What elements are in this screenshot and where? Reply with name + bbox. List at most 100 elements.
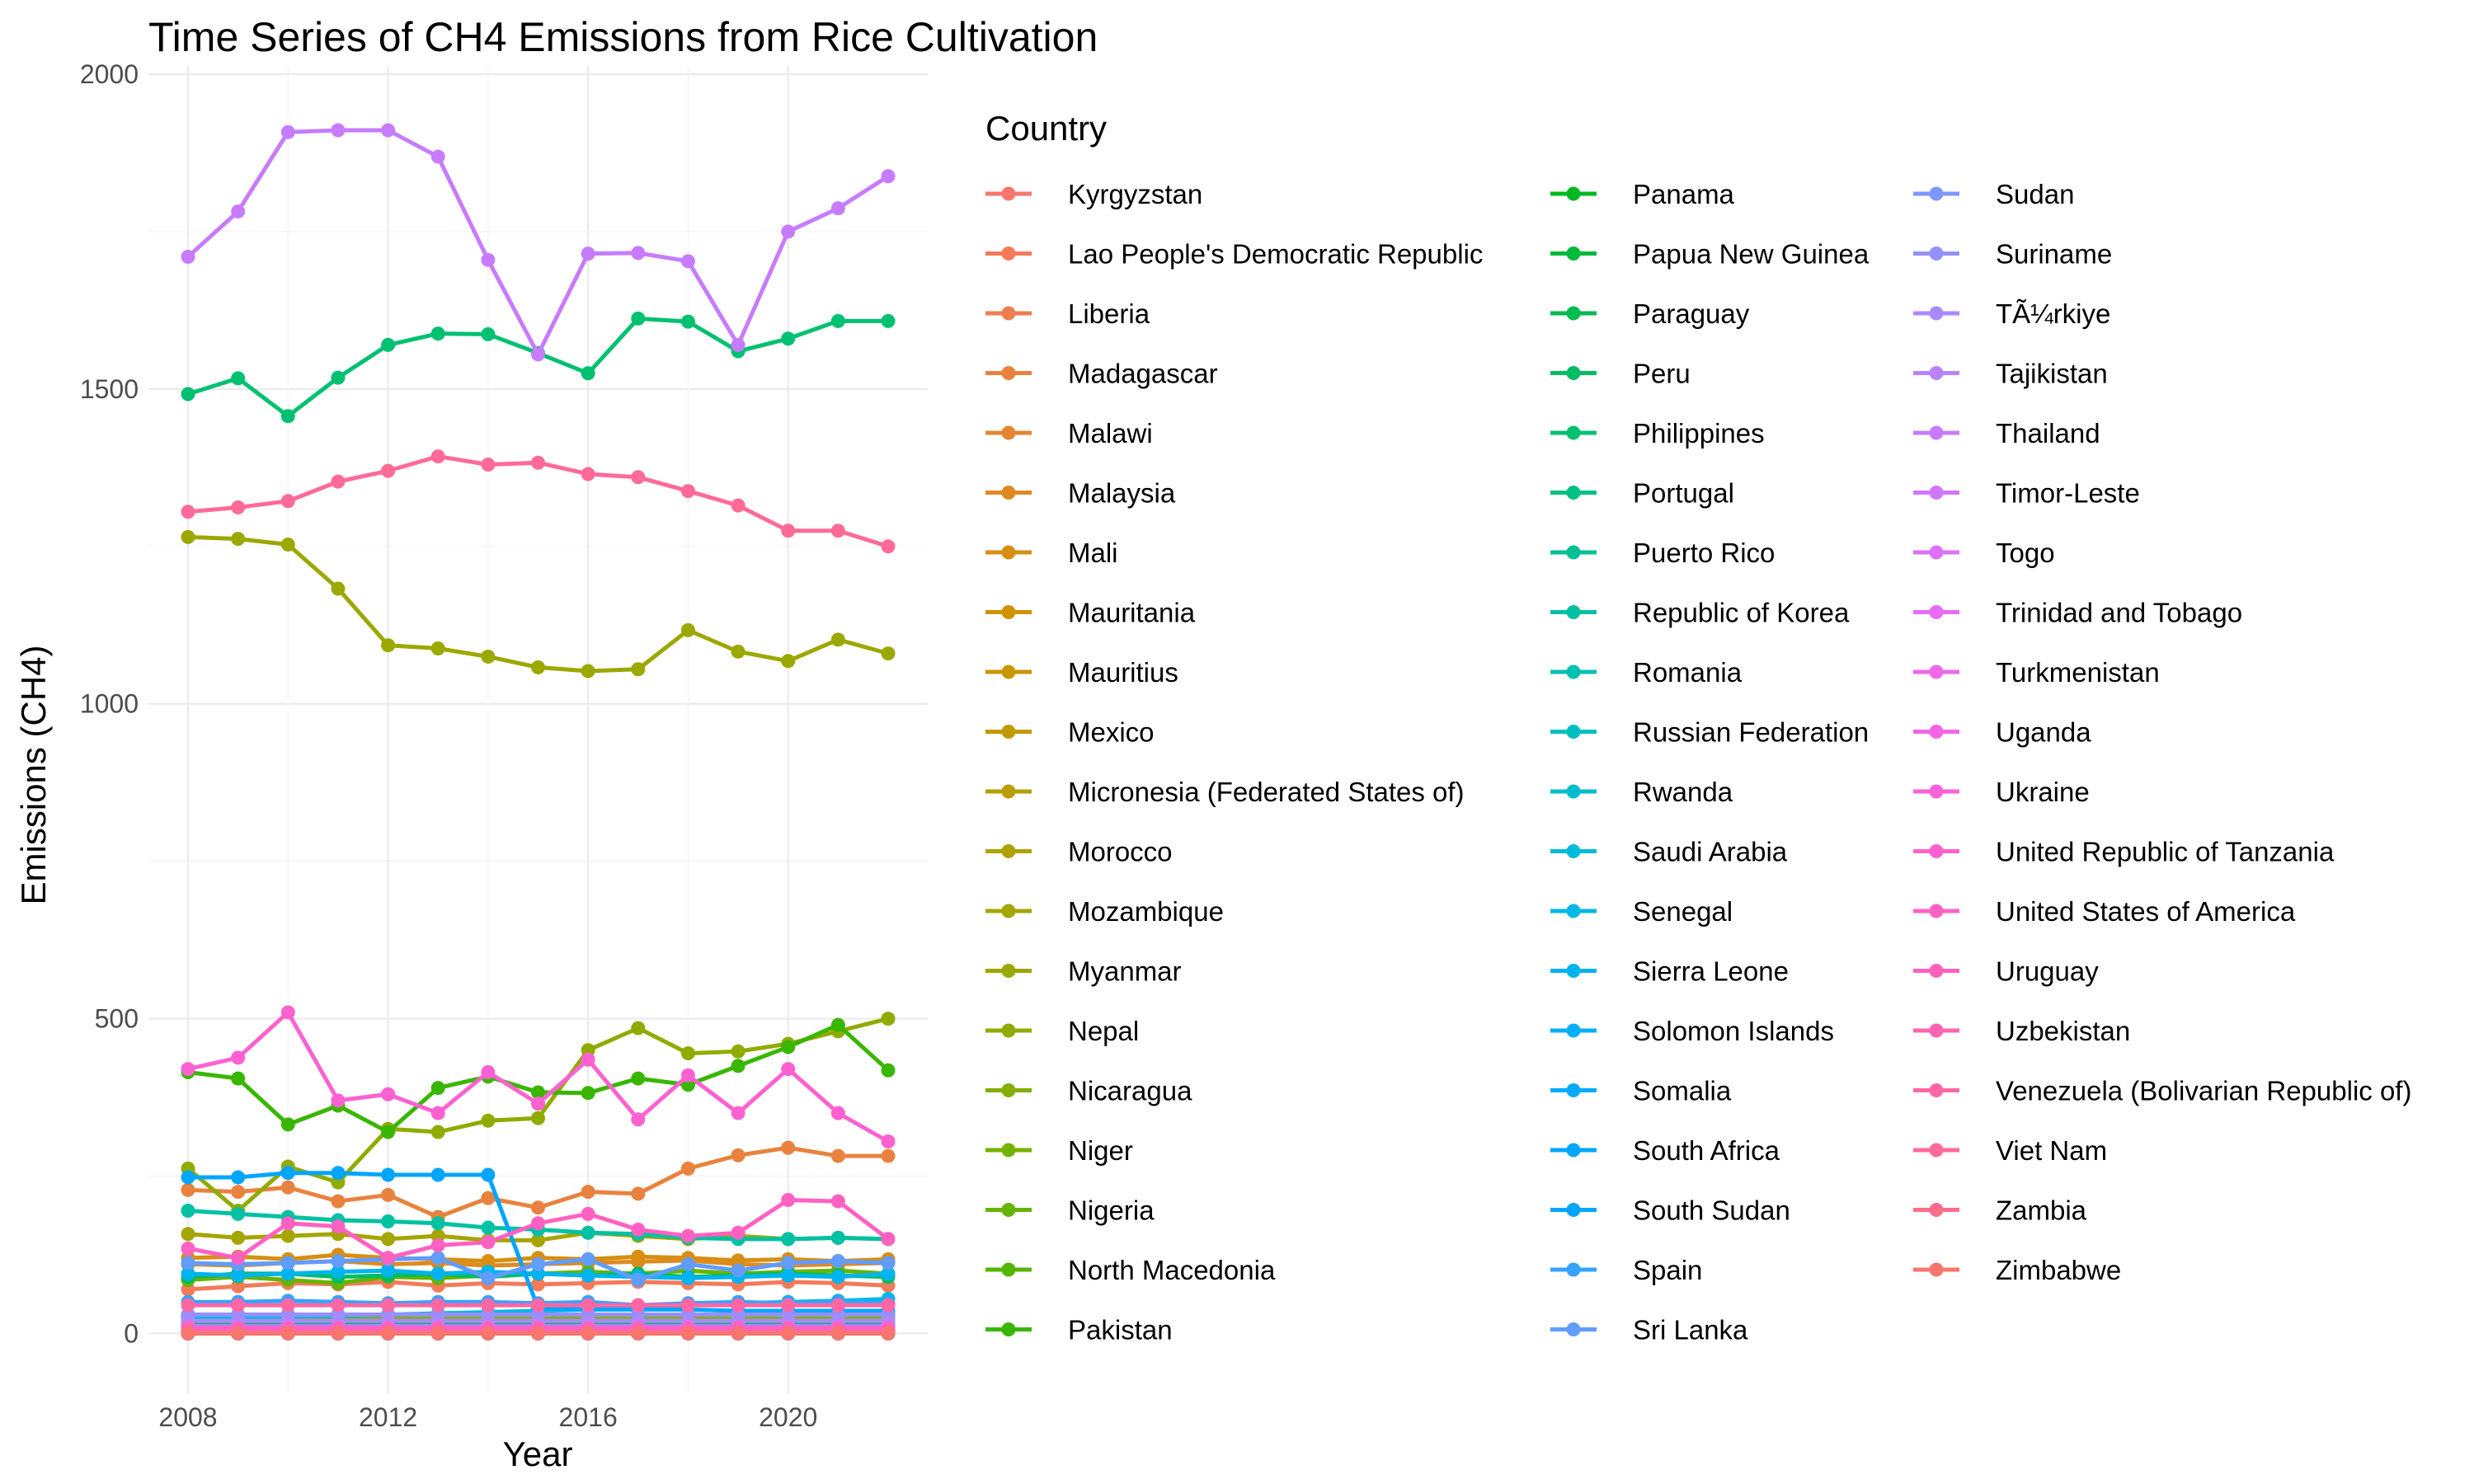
data-point <box>381 337 396 352</box>
data-point <box>581 1298 595 1313</box>
data-point <box>581 366 595 381</box>
series-line <box>186 128 890 357</box>
data-point <box>430 1106 445 1120</box>
legend-key-point <box>1929 1262 1944 1277</box>
legend-key-point <box>1929 665 1944 679</box>
legend-key-point <box>1001 486 1016 500</box>
data-point <box>631 311 646 326</box>
data-point <box>680 484 695 499</box>
data-point <box>231 204 246 218</box>
legend-item: Thailand <box>1913 418 2100 448</box>
data-point <box>881 1266 896 1281</box>
legend-item: Suriname <box>1913 239 2112 270</box>
data-point <box>581 467 595 481</box>
data-point <box>231 500 246 514</box>
legend-label: Mali <box>1068 538 1118 568</box>
legend-key-point <box>1001 306 1016 321</box>
data-point <box>631 1249 646 1264</box>
legend-item: Timor-Leste <box>1913 478 2140 509</box>
legend-label: Panama <box>1633 179 1735 209</box>
legend-item: Senegal <box>1550 896 1733 927</box>
legend-label: Mauritius <box>1068 657 1178 688</box>
series-thailand <box>181 123 896 362</box>
series-viet-nam <box>181 449 896 554</box>
legend-key-point <box>1566 784 1581 799</box>
data-point <box>231 532 246 547</box>
data-point <box>181 1256 195 1270</box>
legend-label: Romania <box>1633 657 1743 688</box>
legend-key-point <box>1566 1143 1581 1158</box>
legend-key-point <box>1001 784 1016 799</box>
legend-key-point <box>1001 1203 1016 1217</box>
legend-label: Paraguay <box>1633 298 1750 329</box>
data-point <box>430 1298 445 1313</box>
data-point <box>231 1170 246 1185</box>
legend-key-point <box>1001 1023 1016 1038</box>
legend-key-point <box>1566 605 1581 619</box>
data-point <box>331 370 346 385</box>
legend-key-point <box>1929 545 1944 560</box>
data-point <box>430 1238 445 1253</box>
data-point <box>781 331 796 346</box>
legend-item: Peru <box>1550 359 1691 389</box>
data-point <box>331 474 346 489</box>
data-point <box>531 455 545 470</box>
legend-key-point <box>1001 545 1016 560</box>
data-point <box>280 1216 295 1231</box>
data-point <box>581 1206 595 1221</box>
data-point <box>231 1298 246 1313</box>
data-point <box>181 1241 195 1256</box>
data-point <box>231 1050 246 1065</box>
legend-item: Sierra Leone <box>1550 956 1789 987</box>
legend-label: Kyrgyzstan <box>1068 179 1202 209</box>
x-axis-title: Year <box>503 1435 573 1473</box>
legend-item: Paraguay <box>1550 298 1750 329</box>
data-point <box>430 1251 445 1266</box>
legend-label: South Africa <box>1633 1135 1780 1166</box>
legend-label: North Macedonia <box>1068 1255 1276 1285</box>
data-point <box>181 505 195 519</box>
legend-item: Niger <box>985 1135 1133 1166</box>
data-point <box>881 1012 896 1026</box>
legend-item: Sri Lanka <box>1550 1315 1748 1345</box>
legend-label: Viet Nam <box>1996 1135 2107 1166</box>
data-point <box>181 387 195 402</box>
data-point <box>731 1263 745 1278</box>
legend-item: Saudi Arabia <box>1550 837 1788 867</box>
data-point <box>280 1326 295 1341</box>
series-sierra-leone <box>181 1263 896 1285</box>
data-point <box>231 1268 246 1283</box>
legend-label: United Republic of Tanzania <box>1996 837 2335 867</box>
legend-item: Tajikistan <box>1913 359 2108 389</box>
data-point <box>881 1256 896 1270</box>
legend-key-point <box>1001 964 1016 978</box>
legend-key-point <box>1566 247 1581 261</box>
data-point <box>181 1266 195 1281</box>
data-point <box>481 1113 496 1128</box>
legend-title: Country <box>985 109 1107 148</box>
legend-label: Micronesia (Federated States of) <box>1068 777 1465 807</box>
legend-key-point <box>1001 1262 1016 1277</box>
data-point <box>430 641 445 656</box>
legend: Kyrgyzstan Lao People's Democratic Republ… <box>985 179 2411 1345</box>
data-point <box>830 201 845 216</box>
y-tick-label: 1500 <box>80 374 139 404</box>
data-point <box>331 581 346 596</box>
data-point <box>381 1214 396 1229</box>
legend-item: Russian Federation <box>1550 717 1869 748</box>
legend-item: Puerto Rico <box>1550 538 1775 568</box>
data-point <box>680 1161 695 1176</box>
data-point <box>531 1326 545 1341</box>
data-point <box>381 638 396 653</box>
legend-key-point <box>1929 425 1944 440</box>
series-line <box>187 534 889 674</box>
data-point <box>280 1256 295 1270</box>
legend-key-point <box>1929 366 1944 380</box>
data-point <box>181 249 195 264</box>
legend-key-point <box>1566 186 1581 201</box>
data-point <box>881 1134 896 1149</box>
data-point <box>531 1256 545 1271</box>
legend-key-point <box>1929 725 1944 739</box>
legend-label: Trinidad and Tobago <box>1996 598 2242 628</box>
